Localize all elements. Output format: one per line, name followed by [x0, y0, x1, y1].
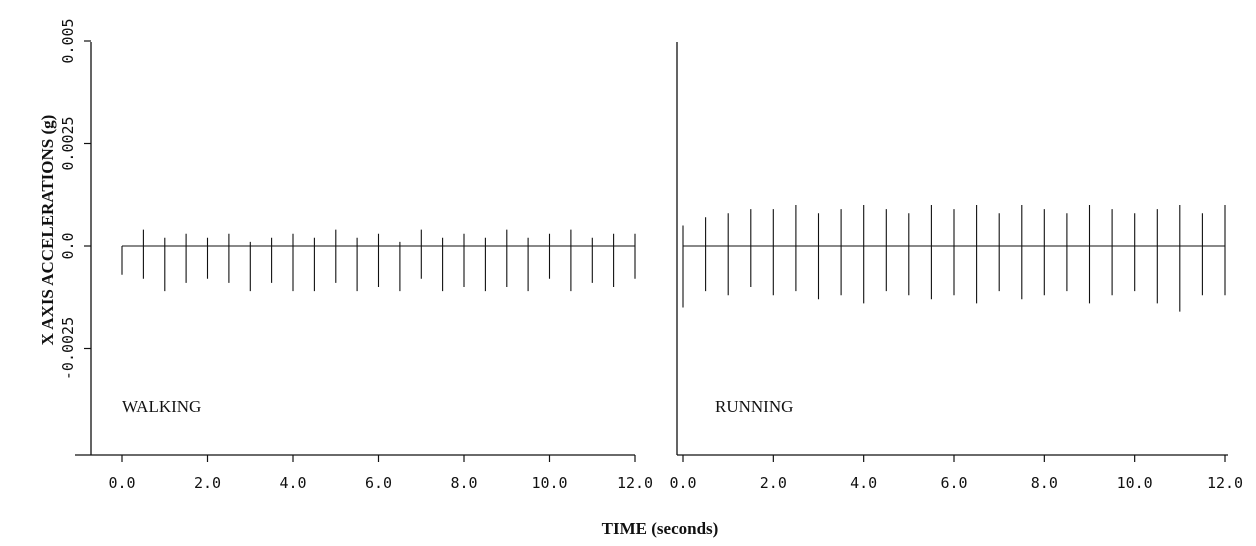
walking-trace — [121, 229, 636, 292]
running-x-tick-label: 0.0 — [669, 474, 696, 492]
walking-x-tick-label: 2.0 — [194, 474, 221, 492]
walking-x-ticks: 0.0 2.0 4.0 6.0 8.0 10.0 12.0 — [108, 455, 653, 492]
running-x-tick-label: 10.0 — [1117, 474, 1153, 492]
walking-panel-label: WALKING — [122, 397, 201, 416]
x-axis-label: TIME (seconds) — [602, 519, 719, 538]
running-x-tick-label: 6.0 — [940, 474, 967, 492]
walking-y-tick-label: 0.0 — [59, 232, 77, 259]
walking-y-tick-label: -0.0025 — [59, 317, 77, 380]
y-axis-label: X AXIS ACCELERATIONS (g) — [38, 115, 57, 346]
walking-panel: -0.0025 0.0 0.0025 0.005 0.0 2.0 4.0 6.0 8.0 10.… — [59, 18, 653, 492]
running-trace — [682, 205, 1226, 312]
walking-y-ticks: -0.0025 0.0 0.0025 0.005 — [59, 18, 91, 380]
running-x-tick-label: 8.0 — [1031, 474, 1058, 492]
walking-x-tick-label: 0.0 — [108, 474, 135, 492]
running-x-tick-label: 12.0 — [1207, 474, 1243, 492]
running-series-0-spikes — [682, 205, 1226, 312]
walking-series-0-spikes — [121, 229, 636, 292]
walking-y-tick-label: 0.005 — [59, 18, 77, 63]
running-panel-label: RUNNING — [715, 397, 793, 416]
walking-x-tick-label: 8.0 — [450, 474, 477, 492]
running-x-tick-label: 2.0 — [760, 474, 787, 492]
running-x-ticks: 0.0 2.0 4.0 6.0 8.0 10.0 12.0 — [669, 455, 1243, 492]
walking-x-tick-label: 12.0 — [617, 474, 653, 492]
walking-x-tick-label: 4.0 — [279, 474, 306, 492]
walking-y-tick-label: 0.0025 — [59, 116, 77, 170]
walking-x-tick-label: 6.0 — [365, 474, 392, 492]
running-x-tick-label: 4.0 — [850, 474, 877, 492]
walking-x-tick-label: 10.0 — [531, 474, 567, 492]
running-panel: 0.0 2.0 4.0 6.0 8.0 10.0 12.0 RUNNING — [669, 42, 1243, 492]
